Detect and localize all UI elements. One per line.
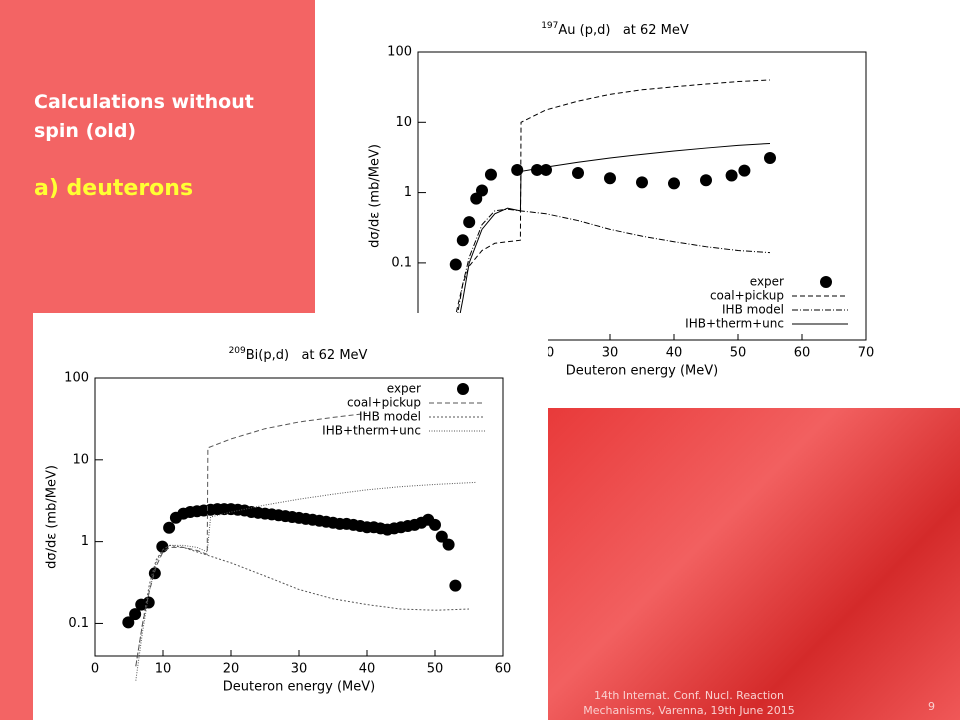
series-line bbox=[455, 208, 771, 321]
title-mass: 209 bbox=[229, 346, 246, 356]
data-point bbox=[668, 177, 680, 190]
y-tick-label: 100 bbox=[64, 371, 89, 386]
x-tick-label: 40 bbox=[666, 346, 683, 361]
data-point bbox=[738, 164, 751, 177]
data-point bbox=[764, 152, 776, 165]
x-tick-label: 40 bbox=[359, 662, 376, 677]
data-point bbox=[511, 163, 524, 176]
y-tick-label: 0.1 bbox=[391, 255, 412, 270]
data-point bbox=[163, 521, 176, 534]
data-point bbox=[442, 538, 455, 551]
data-point bbox=[725, 169, 738, 182]
data-point bbox=[531, 163, 544, 176]
y-tick-label: 10 bbox=[395, 115, 412, 130]
data-point bbox=[449, 579, 462, 592]
y-tick-label: 0.1 bbox=[68, 616, 89, 631]
data-point bbox=[142, 596, 155, 609]
plot-frame bbox=[417, 51, 867, 341]
data-point bbox=[122, 616, 135, 629]
data-point bbox=[129, 608, 142, 621]
legend-marker bbox=[457, 383, 469, 395]
data-point bbox=[540, 163, 552, 176]
data-point bbox=[572, 166, 584, 179]
data-point bbox=[636, 176, 648, 189]
x-axis-label: Deuteron energy (MeV) bbox=[223, 680, 375, 695]
legend-label: exper bbox=[750, 275, 784, 289]
series-line bbox=[135, 412, 368, 667]
x-tick-label: 70 bbox=[858, 346, 875, 361]
x-tick-label: 60 bbox=[794, 346, 811, 361]
y-tick-label: 1 bbox=[404, 185, 412, 200]
legend-label: IHB model bbox=[722, 303, 784, 317]
data-point bbox=[456, 234, 469, 247]
title-mass: 197 bbox=[541, 21, 558, 31]
x-tick-label: 60 bbox=[495, 662, 512, 677]
data-point bbox=[449, 258, 462, 271]
data-point bbox=[148, 567, 161, 580]
x-tick-label: 10 bbox=[155, 662, 172, 677]
title-text: Bi(p,d) at 62 MeV bbox=[246, 348, 368, 363]
y-axis-label: dσ/dε (mb/MeV) bbox=[368, 144, 383, 248]
x-tick-label: 30 bbox=[291, 662, 308, 677]
series-line bbox=[135, 544, 470, 667]
x-tick-label: 50 bbox=[427, 662, 444, 677]
subheading: a) deuterons bbox=[34, 176, 194, 201]
chart: 209Bi(p,d) at 62 MeV Deuteron energy (MeV… bbox=[33, 313, 548, 720]
legend-label: coal+pickup bbox=[710, 289, 784, 303]
data-point bbox=[429, 518, 441, 531]
footer: 14th Internat. Conf. Nucl. Reaction Mech… bbox=[583, 689, 795, 717]
x-tick-label: 0 bbox=[91, 662, 99, 677]
series-line bbox=[135, 481, 476, 681]
page-number: 9 bbox=[928, 700, 935, 713]
legend-marker bbox=[820, 276, 832, 288]
x-tick-label: 20 bbox=[223, 662, 240, 677]
data-point bbox=[484, 168, 497, 181]
x-tick-label: 50 bbox=[730, 346, 747, 361]
series-line bbox=[455, 142, 771, 334]
x-axis-label: Deuteron energy (MeV) bbox=[566, 364, 718, 379]
corner-panel bbox=[548, 408, 960, 720]
data-point bbox=[700, 174, 712, 187]
data-point bbox=[476, 184, 488, 197]
y-axis-label: dσ/dε (mb/MeV) bbox=[45, 465, 60, 569]
legend-label: IHB+therm+unc bbox=[685, 317, 784, 331]
legend-label: exper bbox=[387, 382, 421, 396]
y-tick-label: 10 bbox=[72, 452, 89, 467]
chart-title: 209Bi(p,d) at 62 MeV bbox=[229, 346, 368, 363]
legend-label: coal+pickup bbox=[347, 396, 421, 410]
data-point bbox=[156, 540, 169, 553]
title-text: Au (p,d) at 62 MeV bbox=[558, 23, 689, 38]
x-tick-label: 30 bbox=[602, 346, 619, 361]
chart-title: 197Au (p,d) at 62 MeV bbox=[541, 21, 689, 38]
y-tick-label: 100 bbox=[387, 45, 412, 60]
data-point bbox=[463, 216, 476, 229]
data-point bbox=[604, 172, 616, 185]
data-point bbox=[435, 530, 448, 543]
legend-label: IHB+therm+unc bbox=[322, 424, 421, 438]
legend-label: IHB model bbox=[359, 410, 421, 424]
series-line bbox=[455, 79, 771, 313]
heading: Calculations without spin (old) bbox=[34, 91, 254, 142]
y-tick-label: 1 bbox=[81, 534, 89, 549]
